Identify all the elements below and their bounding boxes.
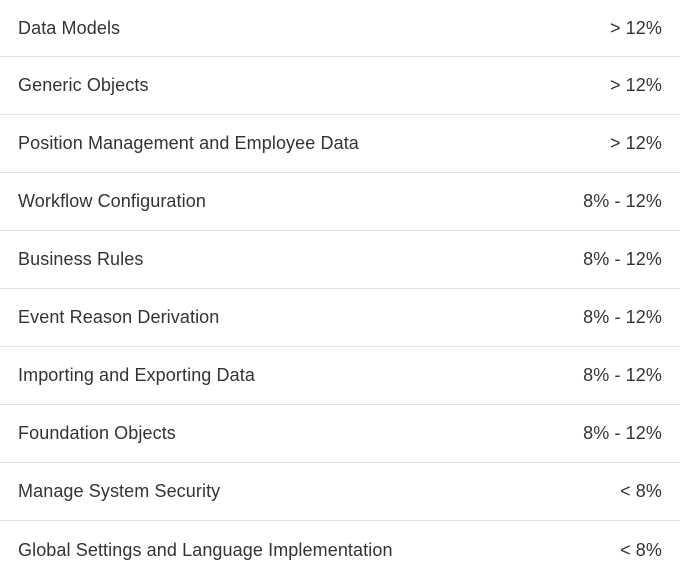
table-row: Data Models > 12%	[0, 0, 680, 57]
topic-label: Workflow Configuration	[18, 191, 206, 211]
weight-value: > 12%	[609, 133, 662, 153]
table-row: Position Management and Employee Data > …	[0, 115, 680, 173]
topic-label: Business Rules	[18, 249, 144, 269]
weight-value: 8% - 12%	[583, 249, 662, 269]
topic-label: Global Settings and Language Implementat…	[18, 539, 393, 560]
table-row: Workflow Configuration 8% - 12%	[0, 173, 680, 231]
topic-label: Importing and Exporting Data	[18, 365, 255, 385]
topic-label: Data Models	[18, 17, 121, 38]
topic-label: Event Reason Derivation	[18, 307, 220, 327]
topic-label: Manage System Security	[18, 481, 221, 501]
table-row: Generic Objects > 12%	[0, 57, 680, 115]
topic-label: Position Management and Employee Data	[18, 133, 359, 153]
topic-label: Generic Objects	[18, 75, 149, 95]
table-row: Global Settings and Language Implementat…	[0, 521, 680, 579]
weight-value: < 8%	[620, 481, 662, 501]
table-row: Manage System Security < 8%	[0, 463, 680, 521]
weight-value: < 8%	[620, 539, 662, 560]
weight-value: 8% - 12%	[583, 307, 662, 327]
topic-label: Foundation Objects	[18, 423, 176, 443]
table-row: Importing and Exporting Data 8% - 12%	[0, 347, 680, 405]
weight-value: > 12%	[609, 75, 662, 95]
weight-value: > 12%	[609, 17, 662, 38]
table-row: Event Reason Derivation 8% - 12%	[0, 289, 680, 347]
weight-value: 8% - 12%	[583, 191, 662, 211]
weight-value: 8% - 12%	[583, 365, 662, 385]
weight-value: 8% - 12%	[583, 423, 662, 443]
table-row: Business Rules 8% - 12%	[0, 231, 680, 289]
table-row: Foundation Objects 8% - 12%	[0, 405, 680, 463]
